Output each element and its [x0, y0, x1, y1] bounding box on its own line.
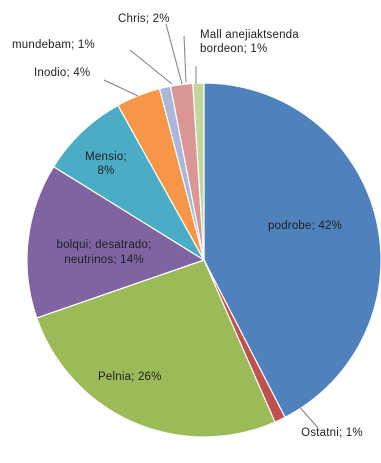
slice-label-ostatni: Ostatni; 1% [301, 427, 363, 439]
slice-label-pelnia: Pelnia; 26% [98, 371, 162, 383]
slice-label-mundebam: mundebam; 1% [12, 39, 95, 51]
leader-ostatni [296, 403, 319, 429]
slice-label-podrobe: podrobe; 42% [268, 220, 343, 232]
pie-slice-0 [203, 82, 381, 419]
pie-slice-8 [192, 82, 205, 261]
slice-label-bolqui: bolqui; desatrado; neutrinos; 14% [56, 239, 152, 266]
pie-slice-4 [52, 104, 206, 262]
pie-slice-2 [35, 259, 276, 438]
leader-chris [165, 23, 183, 85]
slice-label-mall: Mall anejiaktsenda bordeon; 1% [200, 29, 299, 55]
pie-slice-3 [26, 165, 206, 319]
leader-inodio [103, 79, 139, 97]
leader-mall [183, 35, 187, 83]
slice-label-inodio: Inodio; 4% [34, 67, 91, 79]
leader-mundebam [129, 49, 173, 85]
slice-label-mensio: Mensio; 8% [85, 151, 127, 177]
slice-label-chris: Chris; 2% [118, 13, 170, 25]
